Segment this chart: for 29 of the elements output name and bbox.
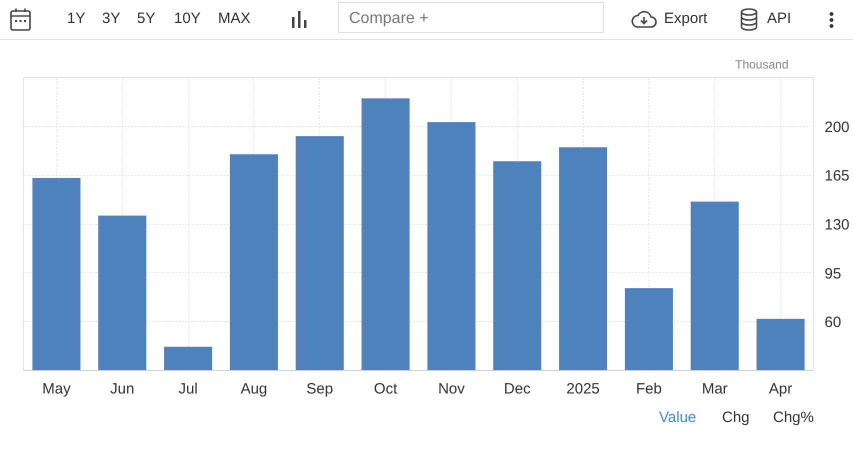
text: Chg [722, 409, 750, 427]
text: Compare + [349, 10, 429, 28]
text: MAX [218, 10, 251, 28]
x-tick-label: Jul [178, 380, 198, 398]
x-tick-label: Feb [636, 380, 662, 398]
text: 1Y [67, 10, 86, 28]
x-tick-label: Mar [702, 380, 728, 398]
x-tick-label: Sep [306, 380, 334, 398]
text: 5Y [137, 10, 156, 28]
y-tick-label: 130 [824, 216, 850, 234]
text: Value [659, 409, 696, 427]
x-tick-label: Apr [768, 380, 792, 398]
y-tick-label: 95 [824, 265, 842, 282]
text: Export [664, 10, 708, 28]
x-tick-label: May [42, 380, 72, 398]
text: 3Y [102, 10, 120, 28]
text: 10Y [174, 10, 201, 28]
x-tick-label: Jun [110, 380, 134, 398]
x-tick-label: Dec [504, 380, 532, 398]
y-tick-label: 60 [824, 314, 842, 332]
x-tick-label: 2025 [566, 380, 600, 398]
y-axis-title: Thousand [735, 58, 788, 72]
text: Chg% [773, 409, 814, 427]
text: API [767, 10, 792, 28]
y-tick-label: 165 [824, 168, 850, 185]
x-tick-label: Nov [438, 380, 466, 398]
x-tick-label: Oct [374, 380, 398, 398]
x-tick-label: Aug [240, 380, 268, 398]
y-tick-label: 200 [824, 118, 850, 136]
